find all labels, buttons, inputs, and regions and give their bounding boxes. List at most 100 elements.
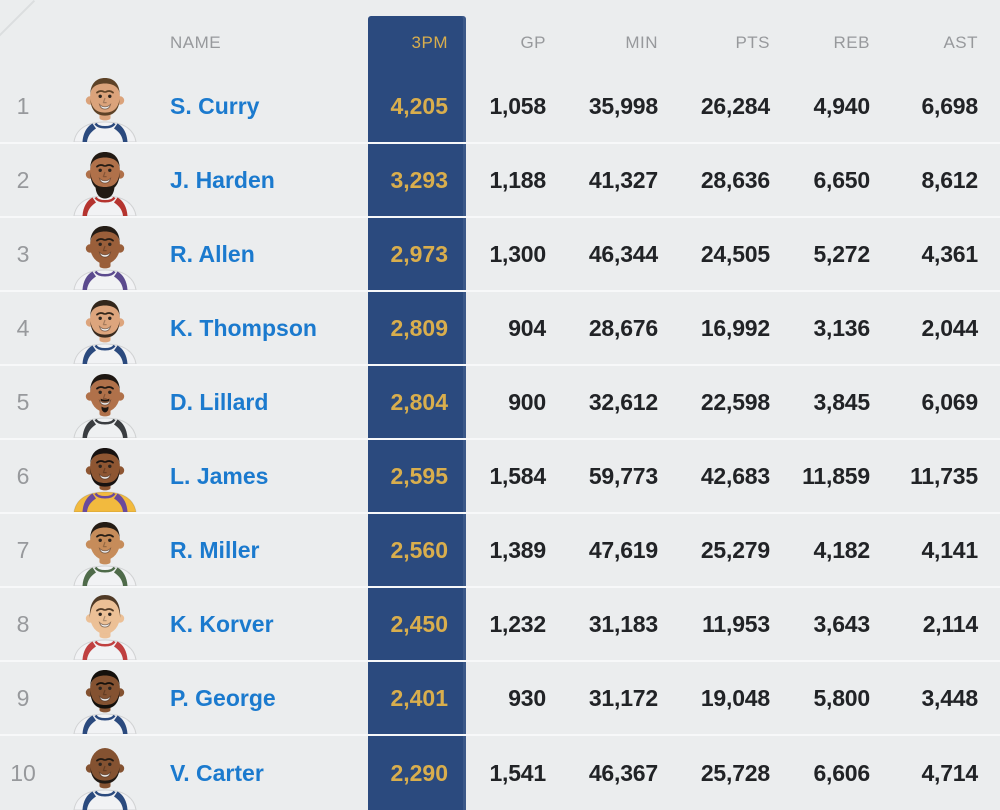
cell-min: 28,676 (588, 314, 658, 341)
cell-gp: 930 (508, 684, 546, 711)
cell-gp: 1,232 (489, 610, 546, 637)
cell-pts: 11,953 (702, 610, 770, 637)
column-header-pts[interactable]: PTS (735, 33, 770, 52)
column-header-ast[interactable]: AST (943, 33, 978, 52)
player-name-link[interactable]: J. Harden (170, 166, 275, 193)
cell-ast: 6,069 (921, 388, 978, 415)
cell-gp: 1,584 (489, 462, 546, 489)
cell-pts: 25,279 (700, 536, 770, 563)
cell-reb: 11,859 (802, 462, 870, 489)
player-name-link[interactable]: R. Miller (170, 536, 260, 563)
cell-3pm-highlight: 2,804 (368, 366, 466, 438)
player-avatar (46, 440, 164, 512)
column-header-min[interactable]: MIN (625, 33, 658, 52)
cell-ast: 6,698 (921, 92, 978, 119)
table-header-row: NAME 3PM GP MIN PTS REB AST (0, 0, 1000, 70)
3pm-highlight-header[interactable]: 3PM (368, 16, 466, 70)
player-row[interactable]: 10 V. Carter 2,290 1,541 46,367 25,728 6… (0, 736, 1000, 810)
player-row[interactable]: 7 R. Miller 2,560 1,389 47,619 25,279 4,… (0, 514, 1000, 588)
cell-3pm-highlight: 2,290 (368, 736, 466, 810)
player-row[interactable]: 5 D. Lillard 2,804 900 32,612 22,598 3,8… (0, 366, 1000, 440)
cell-pts: 25,728 (700, 759, 770, 786)
column-header-name[interactable]: NAME (170, 33, 222, 52)
rank-label: 4 (16, 314, 30, 341)
cell-gp: 1,389 (489, 536, 546, 563)
player-avatar (46, 514, 164, 586)
cell-threepm: 2,290 (390, 759, 448, 786)
cell-threepm: 2,560 (390, 536, 448, 563)
cell-min: 32,612 (588, 388, 658, 415)
player-name-link[interactable]: K. Thompson (170, 314, 317, 341)
player-name-link[interactable]: D. Lillard (170, 388, 269, 415)
player-row[interactable]: 9 P. George 2,401 930 31,172 19,048 5,80… (0, 662, 1000, 736)
rank-label: 5 (16, 388, 30, 415)
rank-label: 7 (16, 536, 30, 563)
cell-3pm-highlight: 4,205 (368, 70, 466, 142)
cell-min: 46,344 (588, 240, 658, 267)
cell-pts: 24,505 (700, 240, 770, 267)
cell-reb: 3,845 (813, 388, 870, 415)
player-avatar (46, 218, 164, 290)
cell-3pm-highlight: 2,450 (368, 588, 466, 660)
header-avatar-spacer (46, 16, 164, 70)
player-name-link[interactable]: P. George (170, 684, 276, 711)
player-name-link[interactable]: V. Carter (170, 759, 264, 786)
cell-min: 46,367 (588, 759, 658, 786)
cell-min: 35,998 (588, 92, 658, 119)
cell-min: 31,183 (588, 610, 658, 637)
rank-label: 6 (16, 462, 30, 489)
cell-min: 59,773 (588, 462, 658, 489)
player-row[interactable]: 3 R. Allen 2,973 1,300 46,344 24,505 5,2… (0, 218, 1000, 292)
rank-label: 3 (16, 240, 30, 267)
cell-gp: 900 (508, 388, 546, 415)
player-name-link[interactable]: R. Allen (170, 240, 255, 267)
cell-reb: 5,272 (813, 240, 870, 267)
cell-threepm: 2,401 (390, 684, 448, 711)
cell-3pm-highlight: 2,809 (368, 292, 466, 364)
column-header-3pm-cell[interactable]: 3PM (368, 16, 466, 70)
player-row[interactable]: 8 K. Korver 2,450 1,232 31,183 11,953 3,… (0, 588, 1000, 662)
cell-3pm-highlight: 2,560 (368, 514, 466, 586)
cell-reb: 4,182 (813, 536, 870, 563)
cell-threepm: 2,450 (390, 610, 448, 637)
player-name-link[interactable]: K. Korver (170, 610, 274, 637)
cell-reb: 4,940 (813, 92, 870, 119)
cell-min: 31,172 (588, 684, 658, 711)
player-row[interactable]: 4 K. Thompson 2,809 904 28,676 16,992 3,… (0, 292, 1000, 366)
cell-threepm: 2,973 (390, 240, 448, 267)
cell-ast: 4,141 (921, 536, 978, 563)
cell-threepm: 4,205 (390, 92, 448, 119)
rank-label: 9 (16, 684, 30, 711)
cell-min: 47,619 (588, 536, 658, 563)
cell-reb: 6,650 (813, 166, 870, 193)
column-header-gp[interactable]: GP (520, 33, 546, 52)
player-name-link[interactable]: L. James (170, 462, 269, 489)
player-avatar (46, 292, 164, 364)
cell-gp: 1,300 (489, 240, 546, 267)
player-row[interactable]: 6 L. James 2,595 1,584 59,773 42,683 11,… (0, 440, 1000, 514)
cell-ast: 8,612 (921, 166, 978, 193)
cell-reb: 5,800 (813, 684, 870, 711)
cell-3pm-highlight: 2,401 (368, 662, 466, 734)
cell-3pm-highlight: 3,293 (368, 144, 466, 216)
cell-threepm: 2,804 (390, 388, 448, 415)
rank-label: 2 (16, 166, 30, 193)
rank-label: 1 (16, 92, 30, 119)
cell-threepm: 3,293 (390, 166, 448, 193)
cell-3pm-highlight: 2,973 (368, 218, 466, 290)
player-row[interactable]: 2 J. Harden 3,293 1,188 41,327 28,636 6,… (0, 144, 1000, 218)
cell-reb: 3,643 (813, 610, 870, 637)
cell-ast: 2,044 (921, 314, 978, 341)
cell-min: 41,327 (588, 166, 658, 193)
cell-ast: 11,735 (910, 462, 978, 489)
player-avatar (46, 588, 164, 660)
player-row[interactable]: 1 S. Curry 4,205 1,058 35,998 26,284 4,9… (0, 70, 1000, 144)
column-header-reb[interactable]: REB (833, 33, 870, 52)
cell-ast: 3,448 (921, 684, 978, 711)
player-name-link[interactable]: S. Curry (170, 92, 260, 119)
cell-gp: 904 (508, 314, 546, 341)
cell-pts: 26,284 (700, 92, 770, 119)
cell-reb: 6,606 (813, 759, 870, 786)
player-avatar (46, 70, 164, 142)
cell-ast: 2,114 (922, 610, 978, 637)
